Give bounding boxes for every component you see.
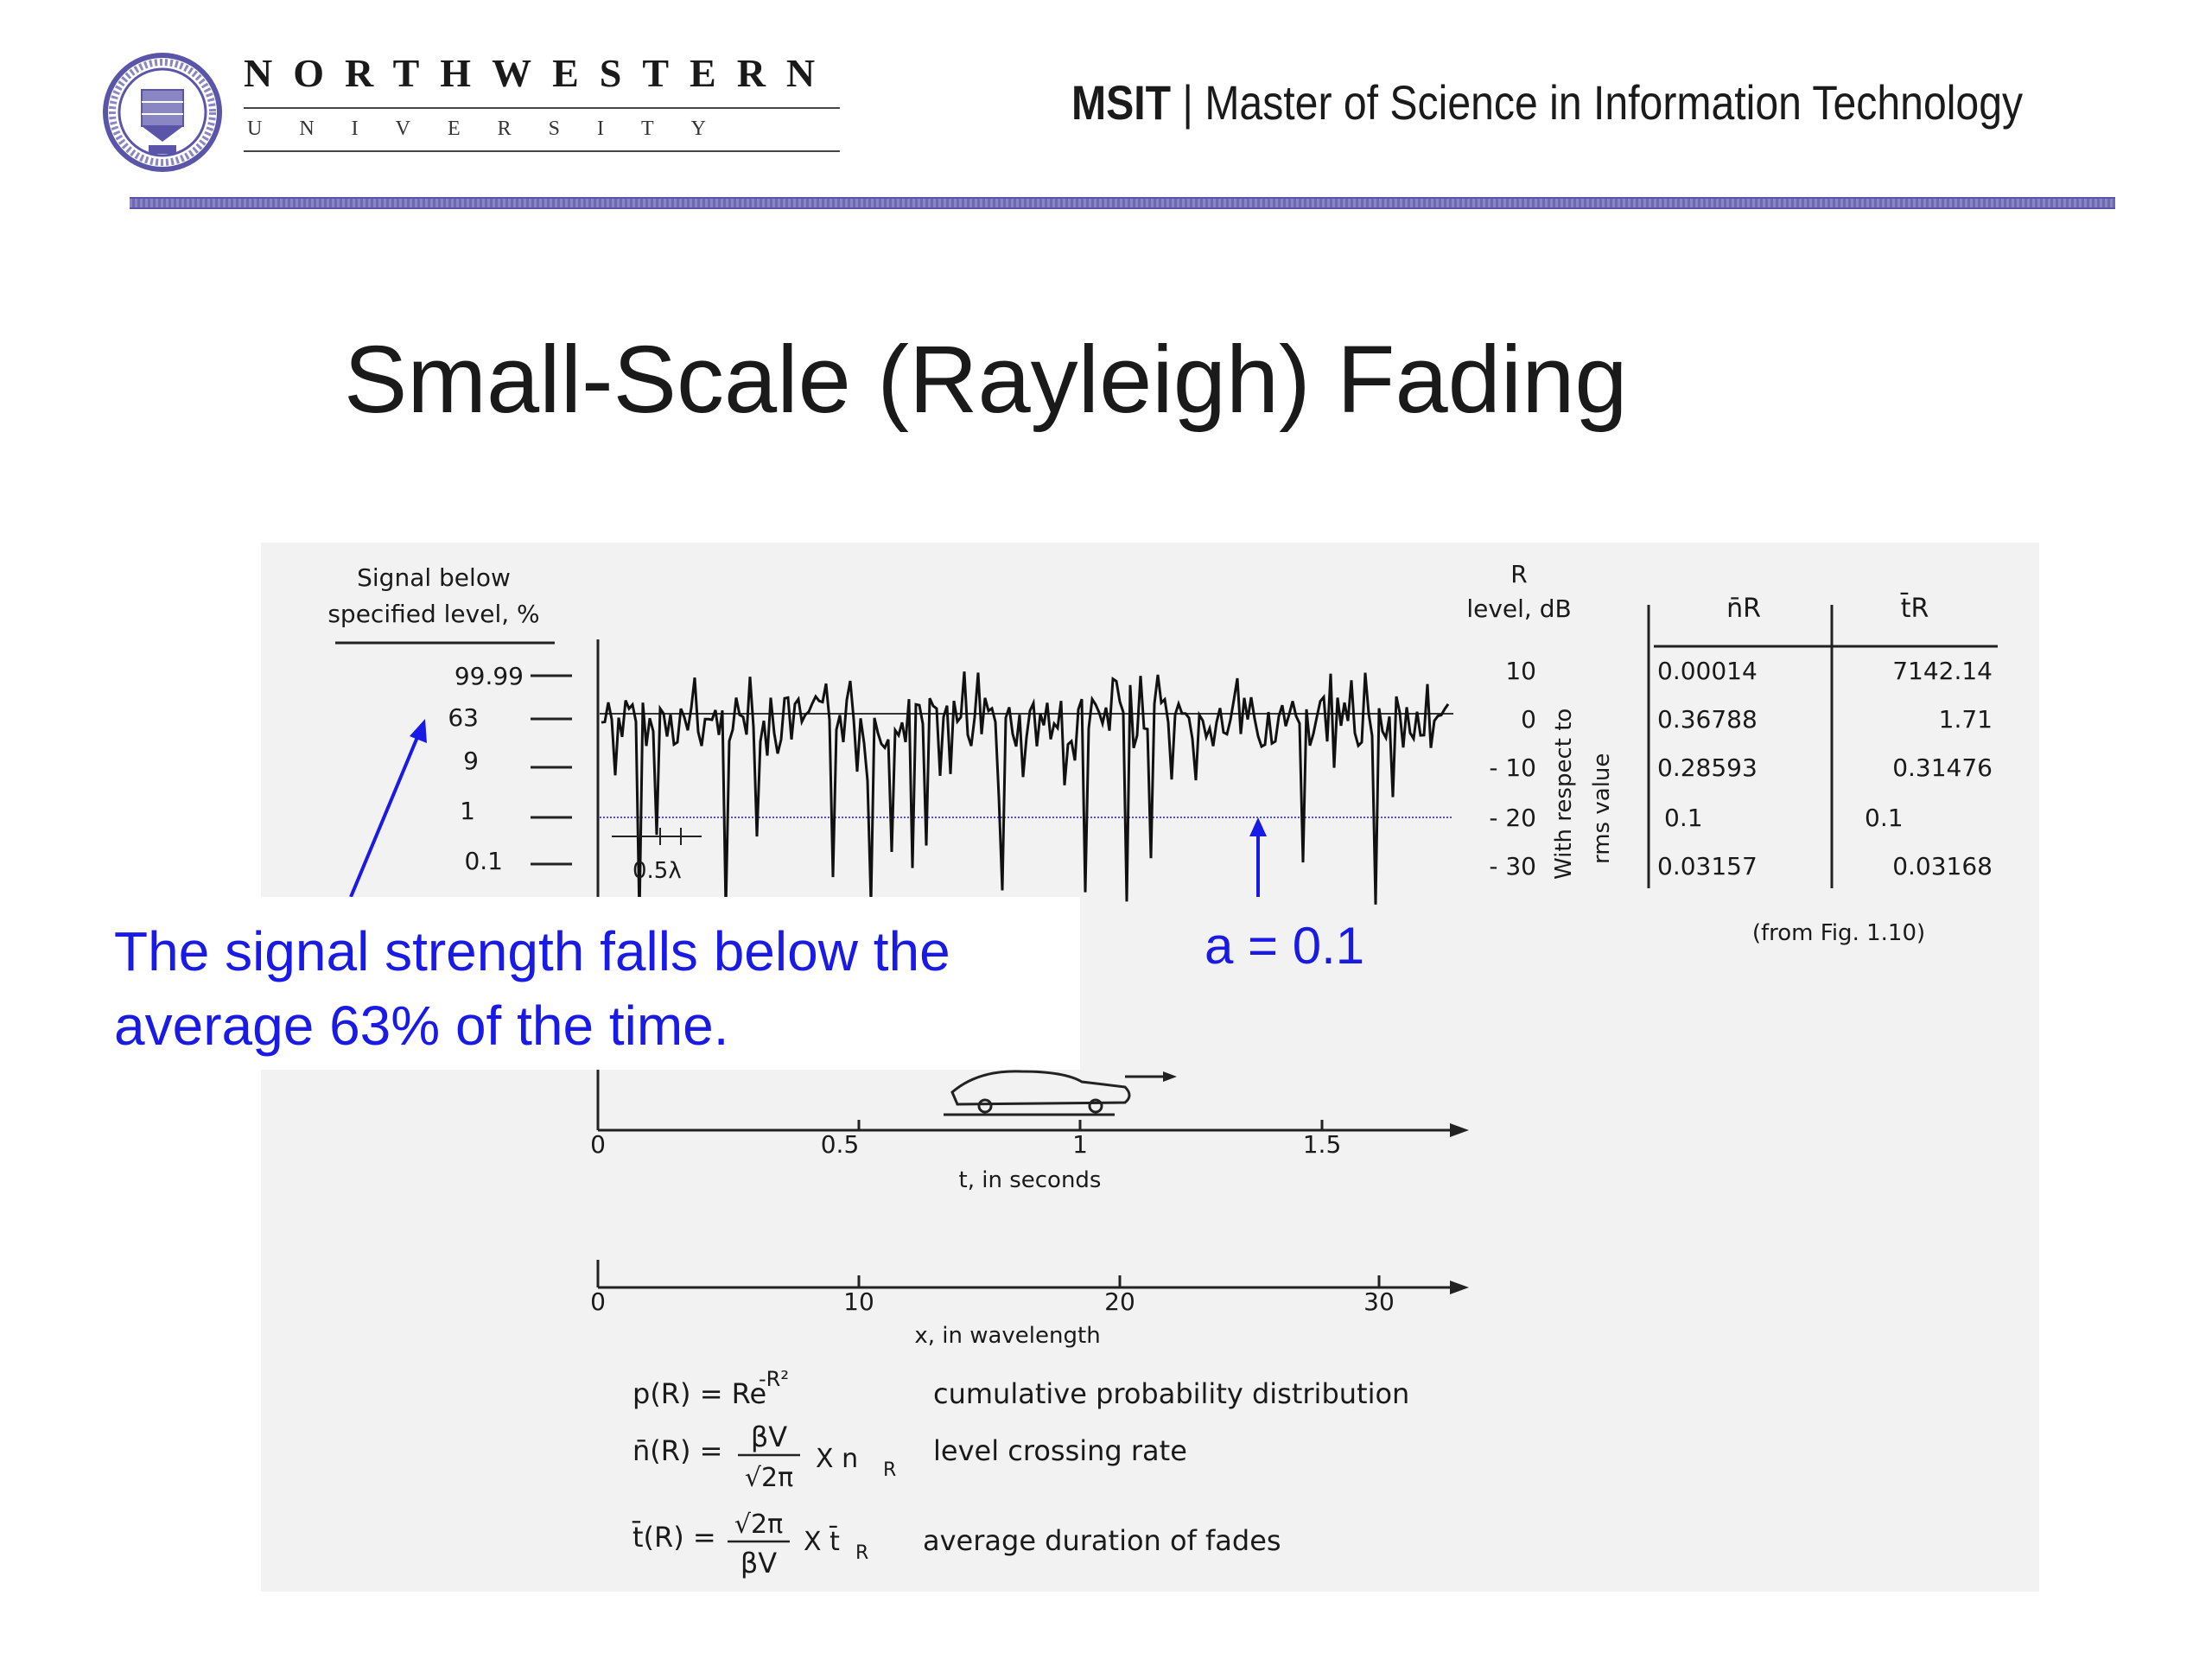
table-cell: 0.36788 — [1657, 705, 1758, 734]
table-cell: 0.1 — [1664, 804, 1703, 832]
right-tick-label: - 10 — [1489, 753, 1536, 782]
program-header: MSIT | Master of Science in Information … — [1071, 74, 2023, 130]
right-axis-ticks: 10 0 - 10 - 20 - 30 — [1489, 657, 1536, 880]
wavelength-axis: 0 10 20 30 x, in wavelength — [590, 1260, 1469, 1349]
half-lambda-label: 0.5λ — [632, 858, 682, 884]
formula-lhs: t̄(R) = — [632, 1520, 715, 1554]
table-header: t̄R — [1900, 593, 1929, 624]
formula-subscript: R — [883, 1459, 896, 1481]
left-tick-label: 0.1 — [464, 847, 503, 875]
rayleigh-fading-figure: Signal below specified level, % 99.99 63… — [327, 560, 1998, 1580]
right-tick-label: 0 — [1521, 705, 1536, 734]
table-cell: 1.71 — [1939, 705, 1993, 734]
time-tick-label: 0.5 — [821, 1130, 860, 1159]
left-tick-label: 9 — [463, 747, 479, 775]
table-cell: 0.1 — [1865, 804, 1904, 832]
wavelength-tick-label: 0 — [590, 1287, 606, 1316]
header-divider — [130, 197, 2115, 209]
wordmark-rule — [244, 107, 840, 109]
right-tick-label: - 20 — [1489, 804, 1536, 832]
threshold-label: a = 0.1 — [1205, 917, 1365, 975]
table-header: n̄R — [1726, 594, 1761, 624]
formula-subscript: R — [855, 1542, 868, 1564]
formula-level-crossing: n̄(R) = βV √2π X n R level crossing rate — [632, 1421, 1187, 1493]
right-axis-title-2: level, dB — [1466, 594, 1571, 623]
slide-title: Small-Scale (Rayleigh) Fading — [344, 327, 1628, 433]
formula-lhs: n̄(R) = — [632, 1434, 722, 1467]
right-tick-label: 10 — [1505, 657, 1536, 685]
right-axis-side-label-1: With respect to — [1551, 709, 1577, 880]
crossing-rate-table: n̄R t̄R 0.00014 7142.14 0.36788 1.71 0.2… — [1647, 593, 1998, 946]
time-axis: 0 0.5 1 1.5 t, in seconds — [590, 975, 1469, 1193]
formula-denominator: βV — [741, 1547, 777, 1580]
program-abbr: MSIT — [1071, 75, 1172, 130]
time-tick-label: 0 — [590, 1130, 606, 1159]
formula-multiplier: X n — [816, 1444, 858, 1474]
formula-denominator: √2π — [745, 1463, 793, 1493]
table-source-note: (from Fig. 1.10) — [1752, 920, 1925, 946]
table-cell: 0.03168 — [1892, 852, 1993, 880]
formula-description: cumulative probability distribution — [933, 1377, 1409, 1410]
wavelength-tick-label: 10 — [843, 1287, 874, 1316]
table-cell: 7142.14 — [1892, 657, 1993, 685]
time-tick-label: 1 — [1072, 1130, 1088, 1159]
formula-multiplier: X t̄ — [804, 1526, 840, 1557]
left-tick-label: 1 — [460, 797, 475, 825]
university-sub-wordmark: UNIVERSITY — [247, 118, 743, 140]
right-axis-title-1: R — [1510, 560, 1527, 588]
table-cell: 0.28593 — [1657, 753, 1758, 782]
time-axis-label: t, in seconds — [959, 1167, 1102, 1193]
table-cell: 0.31476 — [1892, 753, 1993, 782]
right-axis-side-label-2: rms value — [1589, 753, 1615, 864]
wavelength-tick-label: 30 — [1363, 1287, 1395, 1316]
program-separator: | — [1182, 75, 1193, 130]
left-axis-ticks: 99.99 63 9 1 0.1 — [448, 662, 572, 875]
northwestern-seal-icon — [103, 53, 222, 172]
callout-arrow-icon — [349, 719, 427, 898]
left-axis-title-2: specified level, % — [327, 600, 539, 628]
vehicle-icon — [944, 1070, 1177, 1116]
formula-cumulative: p(R) = Re -R² cumulative probability dis… — [632, 1367, 1409, 1410]
formula-exponent: -R² — [759, 1367, 789, 1391]
table-cell: 0.03157 — [1657, 852, 1758, 880]
university-wordmark: NORTHWESTERN — [244, 51, 836, 95]
formula-lhs: p(R) = Re — [632, 1377, 766, 1410]
formula-description: level crossing rate — [933, 1434, 1187, 1467]
formula-description: average duration of fades — [923, 1524, 1281, 1557]
right-tick-label: - 30 — [1489, 852, 1536, 880]
table-cell: 0.00014 — [1657, 657, 1758, 685]
wavelength-axis-label: x, in wavelength — [914, 1323, 1100, 1349]
left-tick-label: 99.99 — [454, 662, 524, 690]
left-axis-title-1: Signal below — [357, 563, 511, 592]
time-tick-label: 1.5 — [1303, 1130, 1342, 1159]
wavelength-tick-label: 20 — [1104, 1287, 1135, 1316]
callout-background — [104, 897, 1080, 1070]
formula-numerator: βV — [751, 1421, 787, 1453]
fading-signal-trace — [601, 671, 1450, 917]
program-name: Master of Science in Information Technol… — [1205, 75, 2024, 130]
left-tick-label: 63 — [448, 703, 479, 732]
threshold-arrow-icon — [1249, 817, 1267, 897]
formula-fade-duration: t̄(R) = √2π βV X t̄ R average duration o… — [632, 1510, 1281, 1580]
formula-numerator: √2π — [734, 1510, 783, 1540]
callout-text: The signal strength falls below the aver… — [114, 920, 950, 1057]
wordmark-rule-bottom — [244, 150, 840, 152]
